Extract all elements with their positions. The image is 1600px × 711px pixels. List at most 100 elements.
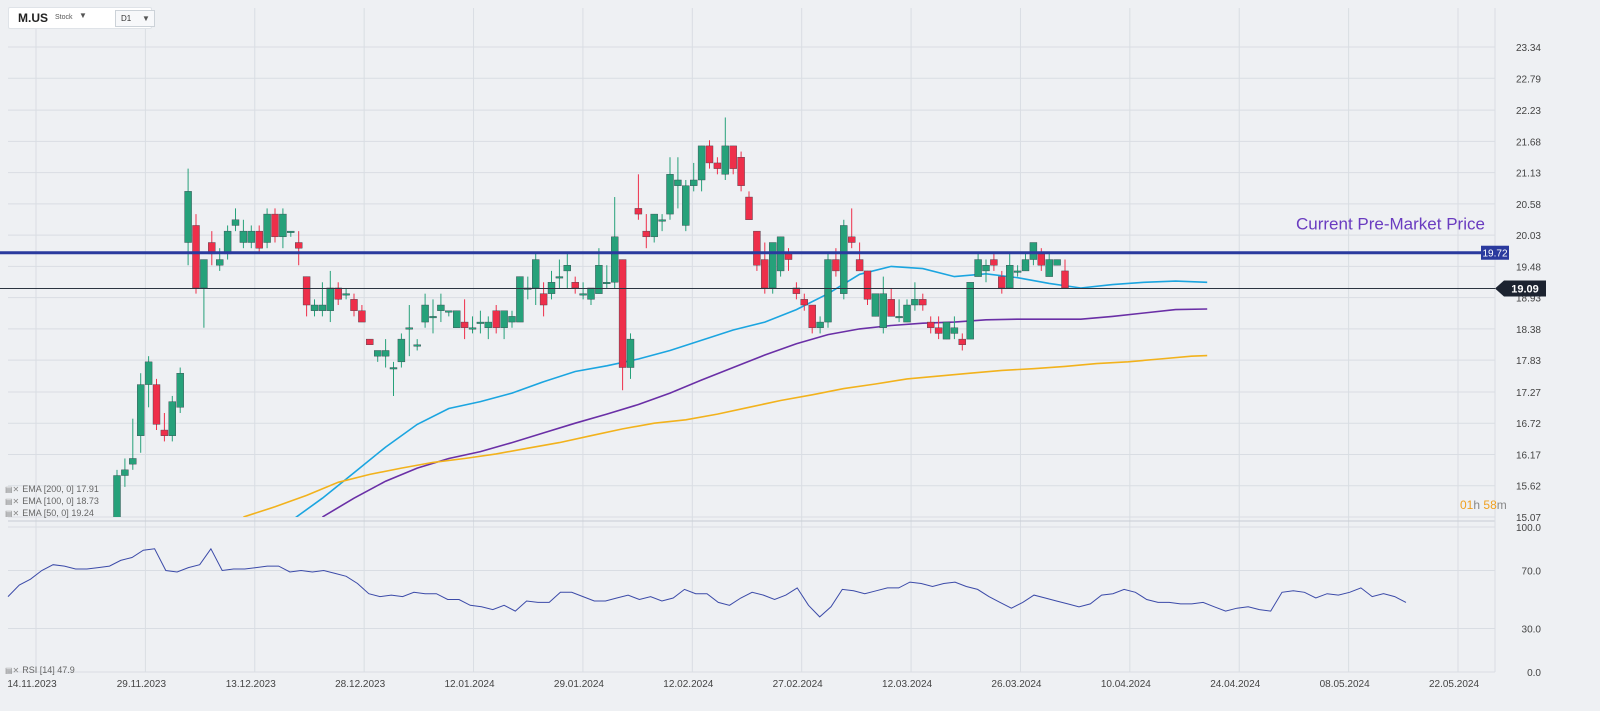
candle-body (405, 327, 413, 330)
candle (761, 242, 769, 294)
legend-ema50[interactable]: ▤✕ EMA [50, 0] 19.24 (5, 508, 94, 518)
candle (184, 168, 192, 266)
price-tick-label: 16.17 (1516, 450, 1541, 461)
candle (737, 151, 745, 192)
candle (579, 282, 587, 300)
candle (911, 282, 919, 311)
instrument-type-label: Stock (55, 14, 73, 21)
rsi-line (7, 547, 1407, 618)
candle (626, 333, 635, 379)
candle-body (911, 299, 919, 306)
chevron-down-icon: ▼ (142, 14, 150, 23)
candle (389, 361, 398, 396)
candle (1029, 242, 1038, 266)
settings-icon[interactable]: ▤✕ (5, 485, 20, 494)
candle (350, 293, 358, 317)
grid (8, 8, 1495, 673)
candle (863, 270, 872, 306)
candle-body (879, 293, 887, 328)
candle (532, 253, 540, 306)
candle (492, 305, 500, 334)
candle-body (350, 299, 358, 311)
candle (445, 310, 453, 317)
candle-body (539, 293, 548, 306)
settings-icon[interactable]: ▤✕ (5, 509, 20, 518)
candle-body (697, 145, 706, 181)
candle-body (611, 236, 619, 283)
candle (121, 458, 129, 487)
candle-body (231, 219, 240, 226)
legend-rsi[interactable]: ▤✕ RSI [14] 47.9 (5, 665, 75, 675)
candle (136, 373, 145, 453)
candle (429, 299, 437, 334)
candle-body (184, 191, 192, 243)
legend-ema100[interactable]: ▤✕ EMA [100, 0] 18.73 (5, 496, 99, 506)
candle-body (974, 259, 982, 277)
candle-body (152, 384, 161, 425)
candle (690, 162, 698, 192)
candle-body (705, 145, 714, 164)
date-tick-label: 29.11.2023 (117, 679, 167, 690)
candle (476, 310, 485, 334)
candle-body (516, 276, 524, 323)
candle (634, 174, 643, 220)
candle (334, 282, 342, 306)
candle-body (413, 344, 421, 347)
legend-ema100-value: 18.73 (76, 496, 99, 506)
candle (808, 304, 816, 334)
date-tick-label: 10.04.2024 (1101, 679, 1151, 690)
candle (397, 333, 406, 368)
candle-body (626, 338, 635, 368)
candle-body (1021, 259, 1030, 272)
candle-body (832, 259, 840, 272)
candle-body (824, 259, 832, 323)
candle-body (982, 265, 990, 272)
candle (618, 259, 627, 391)
candle-body (958, 338, 966, 345)
candle (792, 282, 801, 300)
candle (682, 179, 690, 232)
caret-down-icon[interactable]: ▼ (79, 11, 87, 20)
legend-ema200[interactable]: ▤✕ EMA [200, 0] 17.91 (5, 484, 99, 494)
candle-body (121, 469, 129, 476)
current-price-badge (1495, 280, 1546, 297)
candle-body (247, 230, 256, 243)
settings-icon[interactable]: ▤✕ (5, 497, 20, 506)
candle-body (855, 259, 864, 272)
candle-body (429, 316, 437, 319)
date-tick-label: 24.04.2024 (1210, 679, 1260, 690)
legend-ema200-value: 17.91 (76, 484, 99, 494)
candle-body (129, 458, 137, 465)
candle (966, 282, 974, 340)
rsi-tick-label: 100.0 (1516, 523, 1541, 534)
legend-rsi-value: 47.9 (57, 665, 75, 675)
candle (942, 321, 951, 340)
candle (453, 310, 461, 328)
candle (982, 259, 990, 283)
candle-body (113, 475, 121, 517)
candle (318, 282, 327, 317)
settings-icon[interactable]: ▤✕ (5, 666, 20, 675)
candle (374, 350, 382, 362)
candle-body (990, 259, 998, 266)
candle (1021, 253, 1030, 272)
candle-body (239, 230, 248, 243)
price-tick-label: 21.13 (1516, 169, 1541, 180)
date-tick-label: 12.03.2024 (882, 679, 932, 690)
candle-body (658, 219, 666, 222)
candle-body (484, 321, 492, 328)
candle-body (682, 185, 690, 226)
candle-body (634, 208, 643, 215)
legend-ema200-label: EMA [200, 0] (22, 484, 74, 494)
date-tick-label: 13.12.2023 (226, 679, 276, 690)
date-tick-label: 14.11.2023 (7, 679, 57, 690)
candle-body (334, 287, 342, 300)
instrument-header[interactable]: M.US Stock ▼ D1 ▼ (8, 7, 155, 29)
rsi-axis: 100.0 70.0 30.0 0.0 (1516, 523, 1541, 679)
candle (555, 259, 564, 288)
candle-body (769, 242, 777, 289)
timeframe-select[interactable]: D1 ▼ (115, 10, 155, 27)
candle-body (271, 213, 279, 238)
